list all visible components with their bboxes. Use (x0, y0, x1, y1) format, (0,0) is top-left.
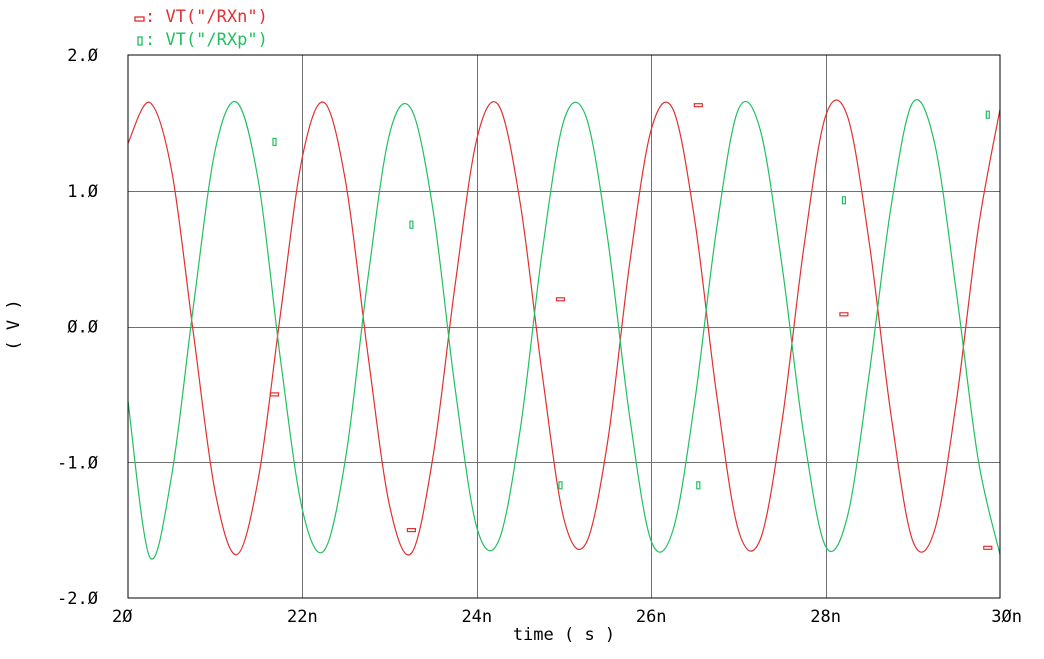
x-tick-label-3: 26n (636, 607, 667, 627)
series-0-marker-5 (983, 545, 993, 550)
series-0-marker-3 (693, 103, 703, 108)
plot-frame (127, 54, 1001, 599)
series-line-0 (127, 99, 1001, 556)
series-1-marker-6 (272, 137, 277, 146)
series-1-marker-7 (409, 220, 414, 229)
series-0-marker-1 (406, 527, 416, 533)
tick-labels: 2Ø 22n 24n 26n 28n 3Øn -2.Ø -1.Ø Ø.Ø 1.Ø 2.Ø (57, 46, 1022, 627)
series-1-marker-11 (985, 110, 990, 119)
series-line-1 (127, 99, 1001, 560)
x-tick-label-4: 28n (810, 607, 841, 627)
y-tick-label-1: -1.Ø (57, 453, 98, 473)
series-0-marker-2 (555, 297, 566, 302)
x-tick-label-2: 24n (461, 607, 492, 627)
x-tick-label-5: 3Øn (991, 607, 1022, 627)
series-0-marker-0 (269, 392, 280, 397)
series-layer (127, 99, 1001, 560)
series-1-marker-10 (841, 196, 847, 205)
x-tick-label-1: 22n (287, 607, 318, 627)
y-tick-label-0: -2.Ø (57, 589, 98, 609)
marker-layer (269, 103, 993, 550)
series-0-marker-4 (839, 312, 849, 317)
y-axis-label: ( V ) (4, 299, 24, 350)
grid (128, 55, 1000, 598)
x-tick-label-0: 2Ø (112, 607, 132, 627)
y-tick-label-3: 1.Ø (67, 182, 98, 202)
legend: : VT("/RXn") : VT("/RXp") (134, 7, 268, 50)
legend-marker-rxp (137, 36, 143, 46)
y-tick-label-2: Ø.Ø (67, 318, 98, 338)
legend-label-rxp: : VT("/RXp") (145, 30, 268, 50)
y-tick-label-4: 2.Ø (67, 46, 98, 66)
legend-marker-rxn (134, 16, 145, 22)
series-1-marker-9 (696, 481, 701, 490)
legend-label-rxn: : VT("/RXn") (145, 7, 268, 27)
x-axis-label: time ( s ) (513, 625, 615, 645)
series-1-marker-8 (558, 481, 563, 490)
